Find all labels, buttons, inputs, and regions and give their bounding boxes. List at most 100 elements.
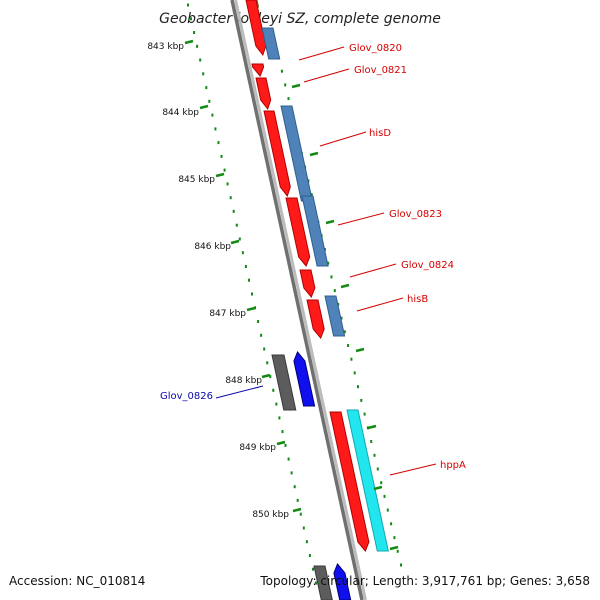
- kbp-label: 846 kbp: [194, 242, 231, 252]
- backbone-line-outer: [230, 0, 364, 600]
- left-scale-dot: [263, 347, 266, 351]
- cds-feature-hppa[interactable]: [346, 409, 389, 552]
- backbone-line-inner: [234, 0, 367, 600]
- leader-line-glov-0821: [303, 68, 350, 83]
- left-scale-dot: [214, 127, 217, 131]
- left-scale-dot: [257, 320, 260, 323]
- kbp-label: 849 kbp: [239, 443, 276, 453]
- right-scale-dot: [360, 398, 363, 402]
- right-scale-dot: [393, 536, 396, 540]
- right-scale-dot: [366, 426, 369, 430]
- left-scale-dot: [235, 223, 238, 227]
- right-scale-dot: [390, 522, 393, 526]
- gene-arrow-hisd[interactable]: [263, 110, 291, 198]
- kbp-ticks: 843 kbp 844 kbp 845 kbp 846 kbp 847 kbp 848 k…: [147, 39, 399, 551]
- accession-text: Accession: NC_010814: [9, 574, 146, 588]
- cds-feature-hisb[interactable]: [324, 295, 346, 337]
- left-scale-dot: [302, 526, 305, 530]
- left-scale-dot: [205, 86, 208, 90]
- right-scale-dot: [400, 563, 402, 567]
- kbp-tick: [261, 373, 271, 379]
- kbp-tick: [215, 172, 225, 178]
- right-scale-dot: [327, 261, 330, 265]
- left-scale-dot: [187, 3, 189, 7]
- gene-label-glov-0821[interactable]: Glov_0821: [354, 65, 407, 76]
- gene-arrow-glov-0821[interactable]: [251, 63, 265, 77]
- right-scale-tick: [373, 485, 383, 491]
- left-scale-dot: [229, 196, 232, 200]
- gene-labels: Glov_0820 Glov_0821 hisD Glov_0823 Glov_0824…: [160, 43, 466, 476]
- left-scale-dot: [226, 182, 229, 186]
- feature-glov-0826-grey[interactable]: [271, 354, 297, 411]
- right-scale-dot: [333, 289, 336, 293]
- gene-arrow-hppa[interactable]: [329, 411, 370, 552]
- genome-backbone: [230, 0, 367, 600]
- kbp-tick: [230, 239, 240, 245]
- kbp-label: 847 kbp: [209, 309, 246, 319]
- left-scale-dot: [305, 540, 308, 544]
- gene-label-glov-0826[interactable]: Glov_0826: [160, 391, 213, 402]
- right-scale-dot: [370, 440, 373, 443]
- left-scale-dot: [196, 44, 199, 48]
- right-scale-dot: [373, 453, 376, 457]
- leader-line-glov-0823: [337, 212, 385, 226]
- left-scale-dot: [266, 361, 269, 365]
- kbp-tick: [184, 39, 194, 45]
- right-scale-tick: [355, 347, 365, 353]
- right-scale-dot: [280, 69, 283, 73]
- gene-label-glov-0820[interactable]: Glov_0820: [349, 43, 402, 54]
- gene-arrow-hisb[interactable]: [306, 299, 325, 339]
- right-scale-dot: [330, 275, 333, 279]
- right-scale-dot: [350, 357, 353, 361]
- left-scale-dot: [275, 402, 278, 406]
- gene-label-glov-0823[interactable]: Glov_0823: [389, 209, 442, 220]
- gene-label-hisb[interactable]: hisB: [407, 294, 428, 305]
- feature-layer: [245, 0, 389, 600]
- cds-feature-glov-0820[interactable]: [261, 27, 281, 60]
- right-scale-tick: [340, 283, 350, 289]
- left-scale-dot: [251, 292, 253, 296]
- right-scale-dot: [353, 371, 356, 375]
- gene-arrow-glov-0823[interactable]: [285, 197, 311, 267]
- left-scale-dot: [211, 113, 214, 117]
- gene-arrow-glov-0821-b[interactable]: [255, 77, 272, 111]
- cds-feature-glov-0823[interactable]: [301, 195, 329, 267]
- left-scale-dot: [299, 512, 302, 516]
- left-scale-dot: [223, 168, 226, 172]
- left-scale-dot: [248, 278, 250, 282]
- left-scale-dot: [208, 99, 211, 103]
- left-scale-dot: [312, 567, 314, 571]
- leader-line-hisd: [319, 131, 367, 147]
- left-scale-dot: [199, 58, 202, 62]
- gene-arrow-glov-0824[interactable]: [299, 269, 316, 298]
- gene-label-hisd[interactable]: hisD: [369, 128, 391, 139]
- feature-bottom-grey[interactable]: [313, 565, 333, 600]
- left-scale-dot: [269, 375, 272, 379]
- left-scale-dot: [293, 485, 296, 489]
- left-scale-dot: [202, 72, 205, 76]
- leader-line-glov-0820: [298, 46, 345, 61]
- left-scale-dot: [290, 471, 293, 475]
- gene-arrow-glov-0826[interactable]: [293, 351, 316, 407]
- gene-arrow-bottom[interactable]: [333, 563, 352, 600]
- leader-line-glov-0824: [349, 263, 397, 278]
- kbp-tick: [276, 440, 286, 446]
- left-scale-dot: [238, 237, 241, 241]
- right-scale-dot: [347, 344, 350, 347]
- right-scale-dot: [396, 549, 399, 553]
- left-scale-dot: [241, 251, 244, 255]
- right-scale-dot: [357, 385, 359, 389]
- left-scale-dot: [281, 430, 284, 434]
- left-scale-dot: [278, 416, 281, 420]
- left-scale-dot: [232, 209, 235, 213]
- right-scale-dot: [383, 494, 386, 498]
- left-scale-dot: [244, 265, 247, 268]
- gene-arrow-glov-0820[interactable]: [245, 0, 267, 57]
- gene-label-glov-0824[interactable]: Glov_0824: [401, 260, 454, 271]
- genome-info-text: Topology: circular; Length: 3,917,761 bp…: [260, 574, 590, 588]
- kbp-tick: [199, 104, 209, 110]
- gene-label-hppa[interactable]: hppA: [440, 460, 466, 471]
- kbp-label: 848 kbp: [225, 376, 262, 386]
- left-scale-dot: [260, 333, 263, 337]
